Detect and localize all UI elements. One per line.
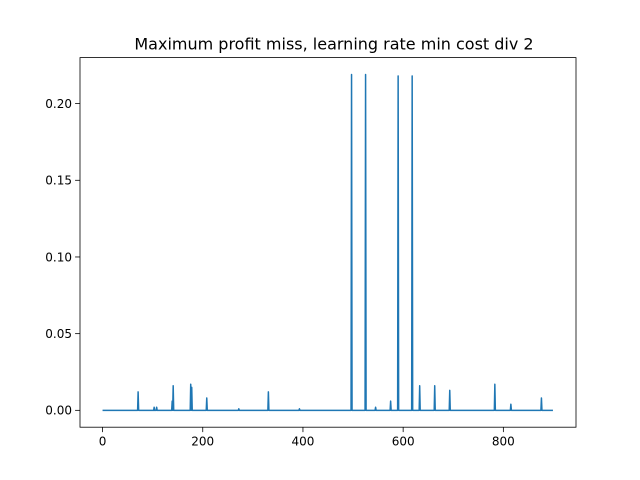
y-tick-label: 0.20	[45, 97, 72, 111]
series-layer	[102, 73, 553, 412]
x-tick-label: 0	[99, 435, 107, 449]
y-tick-label: 0.15	[45, 174, 72, 188]
y-tick-label: 0.05	[45, 327, 72, 341]
x-tick-label: 800	[492, 435, 515, 449]
series-line	[102, 73, 553, 412]
y-tick-label: 0.10	[45, 250, 72, 264]
chart-title: Maximum profit miss, learning rate min c…	[134, 35, 533, 54]
y-axis-ticks: 0.00 0.05 0.10 0.15 0.20	[45, 97, 80, 418]
x-tick-label: 400	[291, 435, 314, 449]
plot-area	[80, 57, 576, 428]
x-tick-label: 200	[191, 435, 214, 449]
x-axis-ticks: 0 200 400 600 800	[99, 427, 515, 449]
x-tick-label: 600	[392, 435, 415, 449]
y-tick-label: 0.00	[45, 404, 72, 418]
plot-frame	[79, 57, 577, 428]
